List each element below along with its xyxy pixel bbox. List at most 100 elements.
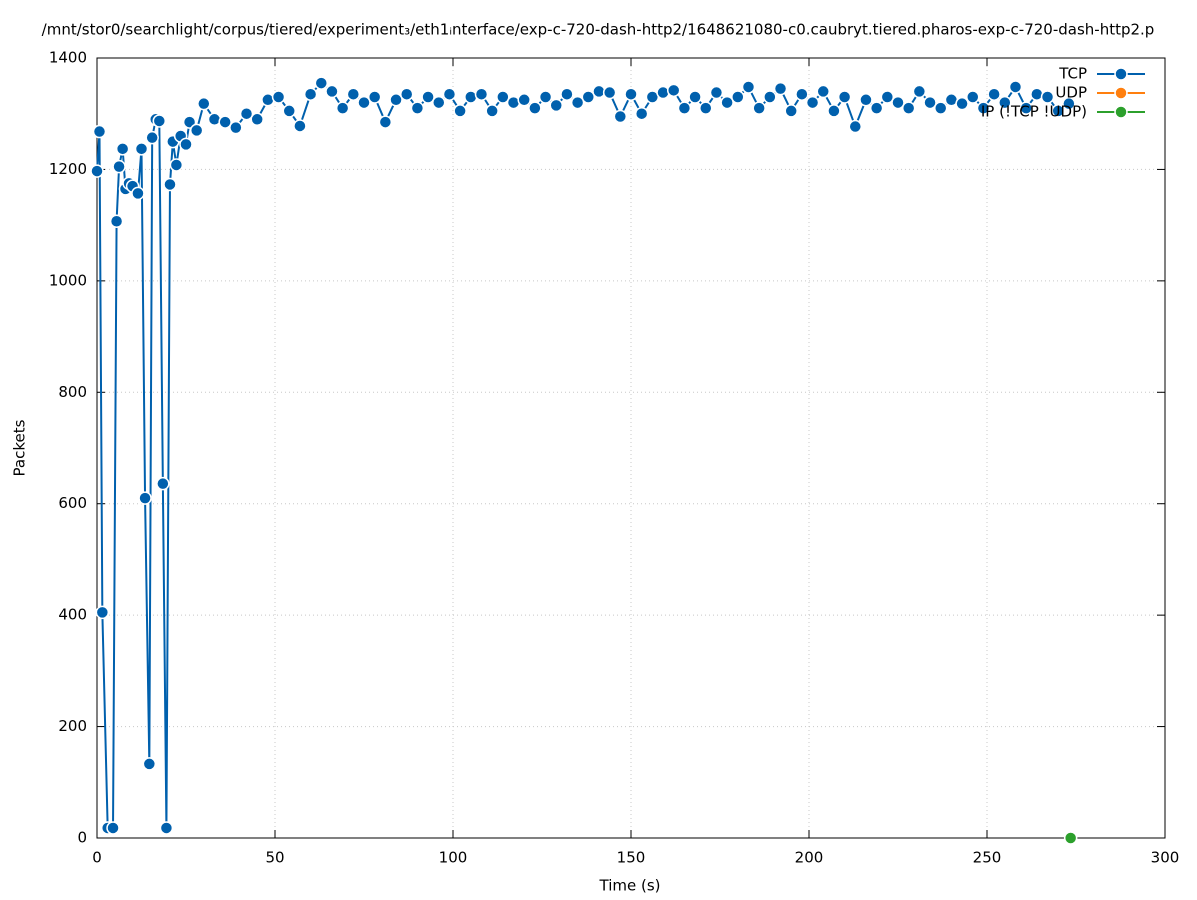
data-point: [773, 81, 788, 96]
data-point: [752, 101, 766, 115]
data-point: [182, 115, 197, 129]
data-point: [538, 90, 553, 104]
data-point: [95, 605, 110, 620]
y-tick-label: 1000: [49, 271, 87, 289]
data-point: [282, 104, 296, 118]
data-point: [837, 90, 852, 104]
chart-title: /mnt/stor0/searchlight/corpus/tiered/exp…: [42, 21, 1155, 39]
data-point: [115, 142, 130, 156]
data-point: [933, 101, 948, 115]
data-point: [901, 101, 916, 115]
data-point: [987, 87, 1001, 101]
data-point: [106, 821, 120, 835]
x-tick-label: 50: [265, 849, 284, 867]
data-point: [966, 90, 980, 104]
data-point: [90, 164, 104, 178]
data-point: [197, 96, 211, 111]
data-point: [453, 104, 467, 118]
x-tick-label: 150: [617, 849, 646, 867]
data-point: [656, 85, 670, 100]
data-point: [699, 101, 713, 115]
data-point: [156, 476, 170, 491]
y-tick-label: 600: [58, 494, 87, 512]
data-point: [1040, 90, 1055, 104]
data-point: [528, 101, 542, 115]
data-point: [848, 119, 863, 134]
data-point: [549, 98, 563, 113]
data-point: [998, 95, 1012, 110]
data-point: [112, 159, 126, 174]
data-point: [378, 115, 393, 129]
data-point: [613, 109, 628, 124]
y-tick-label: 400: [58, 606, 87, 624]
data-point: [923, 95, 937, 110]
data-point: [816, 84, 830, 99]
data-point: [1062, 96, 1076, 111]
data-point: [634, 106, 649, 121]
legend-marker: [1114, 67, 1128, 81]
data-point: [325, 84, 339, 99]
data-point: [357, 95, 371, 110]
data-point: [955, 96, 969, 111]
data-point: [709, 85, 724, 100]
data-point: [731, 90, 745, 104]
data-point: [827, 104, 841, 118]
series-line: [96, 81, 1070, 829]
data-point: [741, 80, 756, 94]
legend-label: TCP: [1058, 65, 1087, 83]
x-tick-label: 200: [795, 849, 824, 867]
data-point: [163, 177, 177, 192]
data-point: [145, 130, 159, 145]
y-axis-label: Packets: [11, 419, 29, 476]
data-point: [218, 115, 232, 129]
x-tick-label: 0: [92, 849, 102, 867]
legend-marker: [1114, 86, 1128, 100]
data-point: [239, 106, 254, 121]
data-point: [271, 90, 286, 104]
data-point: [496, 90, 510, 104]
data-point: [976, 101, 991, 115]
data-point: [389, 93, 403, 107]
data-point: [346, 87, 361, 101]
data-point: [869, 101, 884, 115]
data-point: [1019, 101, 1033, 115]
y-tick-label: 0: [77, 829, 87, 847]
data-point: [134, 142, 149, 156]
data-point: [1063, 831, 1078, 845]
y-tick-label: 800: [58, 383, 87, 401]
data-point: [131, 186, 145, 201]
data-point: [666, 83, 681, 98]
y-tick-label: 200: [58, 717, 87, 735]
legend-marker: [1114, 105, 1128, 119]
x-tick-label: 250: [973, 849, 1002, 867]
data-point: [314, 76, 329, 90]
data-point: [92, 124, 107, 139]
x-axis-label: Time (s): [599, 877, 661, 895]
data-point: [421, 90, 435, 104]
y-tick-label: 1200: [49, 160, 87, 178]
data-point: [485, 104, 499, 118]
data-point: [581, 90, 596, 104]
data-point: [367, 90, 382, 104]
y-tick-label: 1400: [49, 49, 87, 67]
data-point: [109, 214, 124, 228]
data-point: [442, 87, 457, 101]
legend-label: UDP: [1055, 84, 1087, 102]
data-point: [880, 90, 895, 104]
data-point: [410, 101, 425, 115]
data-point: [474, 87, 489, 101]
data-point: [688, 90, 702, 104]
x-tick-label: 100: [439, 849, 468, 867]
data-point: [399, 87, 414, 101]
legend-label: IP (!TCP !UDP): [981, 103, 1087, 121]
data-point: [179, 137, 193, 152]
data-point: [152, 114, 167, 128]
data-point: [795, 87, 809, 101]
data-point: [891, 95, 905, 110]
data-point: [570, 95, 585, 110]
plot-border: [96, 57, 1166, 839]
data-point: [432, 95, 446, 110]
data-point: [169, 158, 184, 172]
data-point: [677, 101, 692, 115]
data-point: [784, 104, 798, 118]
